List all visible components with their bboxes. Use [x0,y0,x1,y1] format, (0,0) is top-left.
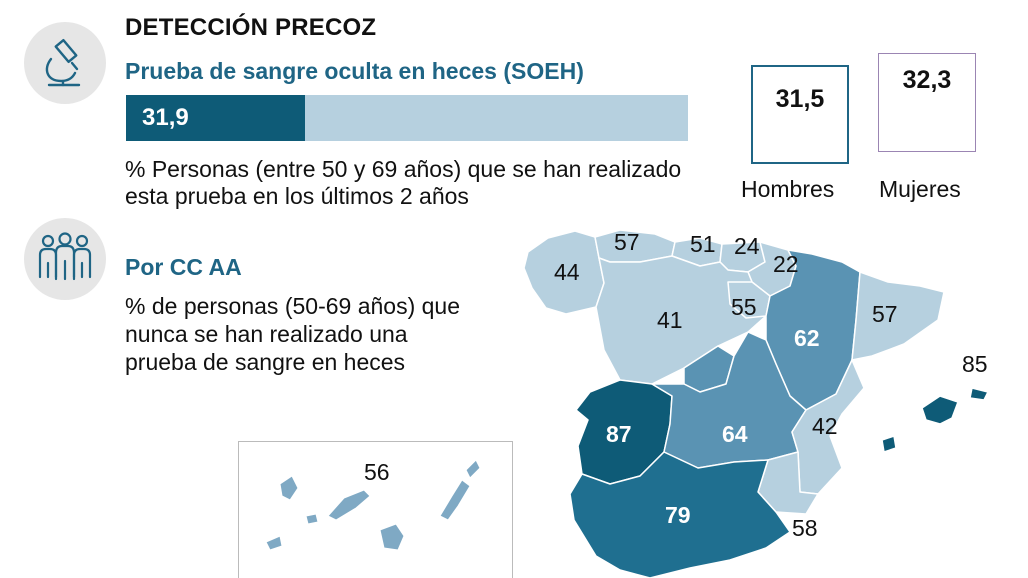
people-group-icon [24,218,106,300]
region-baleares-menorca [969,387,989,401]
label-navarra: 22 [773,251,799,277]
regions-description: % de personas (50-69 años) que nunca se … [125,293,460,375]
region-canarias-hierro [265,535,283,551]
progress-bar-track: 31,9 [126,95,688,141]
progress-bar-fill: 31,9 [126,95,305,141]
women-value: 32,3 [902,66,952,94]
label-andalucia: 79 [665,502,691,528]
section-title: DETECCIÓN PRECOZ [125,14,377,41]
test-subtitle: Prueba de sangre oculta en heces (SOEH) [125,58,584,84]
women-value-box: 32,3 [878,53,976,152]
microscope-icon [24,22,106,104]
regions-title: Por CC AA [125,254,242,280]
region-cataluna [851,271,945,361]
label-baleares: 85 [962,351,988,377]
men-value-box: 31,5 [751,65,849,164]
progress-value: 31,9 [142,104,189,131]
region-andalucia [569,451,791,578]
label-castilla-leon: 41 [657,307,683,333]
men-value: 31,5 [775,85,825,113]
region-baleares-ibiza [881,435,897,453]
label-aragon: 62 [794,325,820,351]
label-galicia: 44 [554,259,580,285]
overall-description: % Personas (entre 50 y 69 años) que se h… [125,156,682,209]
label-extremadura: 87 [606,421,632,447]
region-canarias-lapalma [279,475,299,501]
label-cataluna: 57 [872,301,898,327]
region-baleares [921,395,959,425]
women-label: Mujeres [879,176,961,202]
label-valencia: 42 [812,413,838,439]
region-canarias-lanzarote [465,459,481,479]
label-pais-vasco: 24 [734,233,760,259]
region-valencia [791,359,865,495]
label-cantabria: 51 [690,231,716,257]
region-canarias-grancanaria [379,523,405,551]
canary-islands-inset [238,441,513,578]
label-asturias: 57 [614,229,640,255]
label-castilla-la-mancha: 64 [722,421,748,447]
label-murcia: 58 [792,515,818,541]
label-canarias: 56 [364,459,390,485]
region-canarias-gomera [305,513,319,525]
region-canarias-tenerife [327,489,371,521]
men-label: Hombres [741,176,835,202]
label-la-rioja: 55 [731,294,757,320]
region-canarias-fuerteventura [439,479,471,521]
